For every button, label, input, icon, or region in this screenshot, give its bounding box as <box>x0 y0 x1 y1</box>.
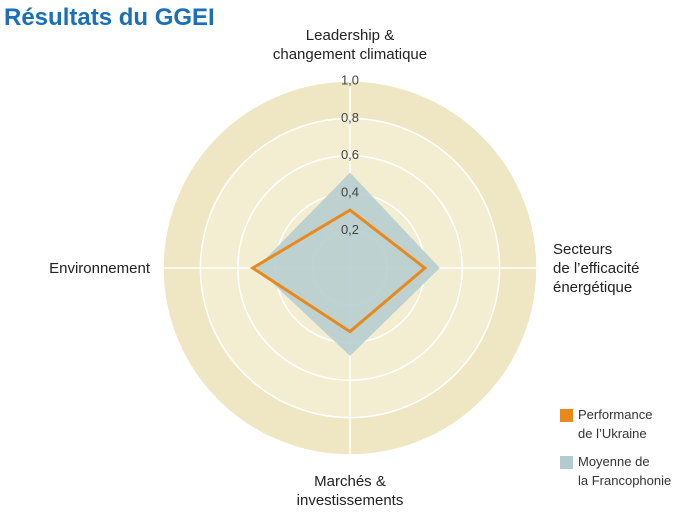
r-tick-label: 0,4 <box>341 185 359 200</box>
series-area <box>256 172 440 356</box>
axis-label: Marchés & investissements <box>296 473 404 509</box>
legend-label: Moyenne de la Francophonie <box>578 454 672 488</box>
r-tick-label: 0,2 <box>341 222 359 237</box>
r-tick-label: 0,8 <box>341 110 359 125</box>
axis-label: Secteurs de l’efficacité énergétique <box>553 241 640 296</box>
chart-title: Résultats du GGEI <box>4 4 215 31</box>
legend-swatch <box>560 456 573 469</box>
axis-label: Leadership & changement climatique <box>272 27 428 63</box>
r-tick-label: 0,6 <box>341 147 359 162</box>
series-area <box>249 208 428 334</box>
r-tick-label: 1,0 <box>341 72 359 87</box>
legend-label: Performance de l’Ukraine <box>578 407 653 441</box>
axis-label: Environnement <box>49 260 150 277</box>
legend-swatch <box>560 409 573 422</box>
